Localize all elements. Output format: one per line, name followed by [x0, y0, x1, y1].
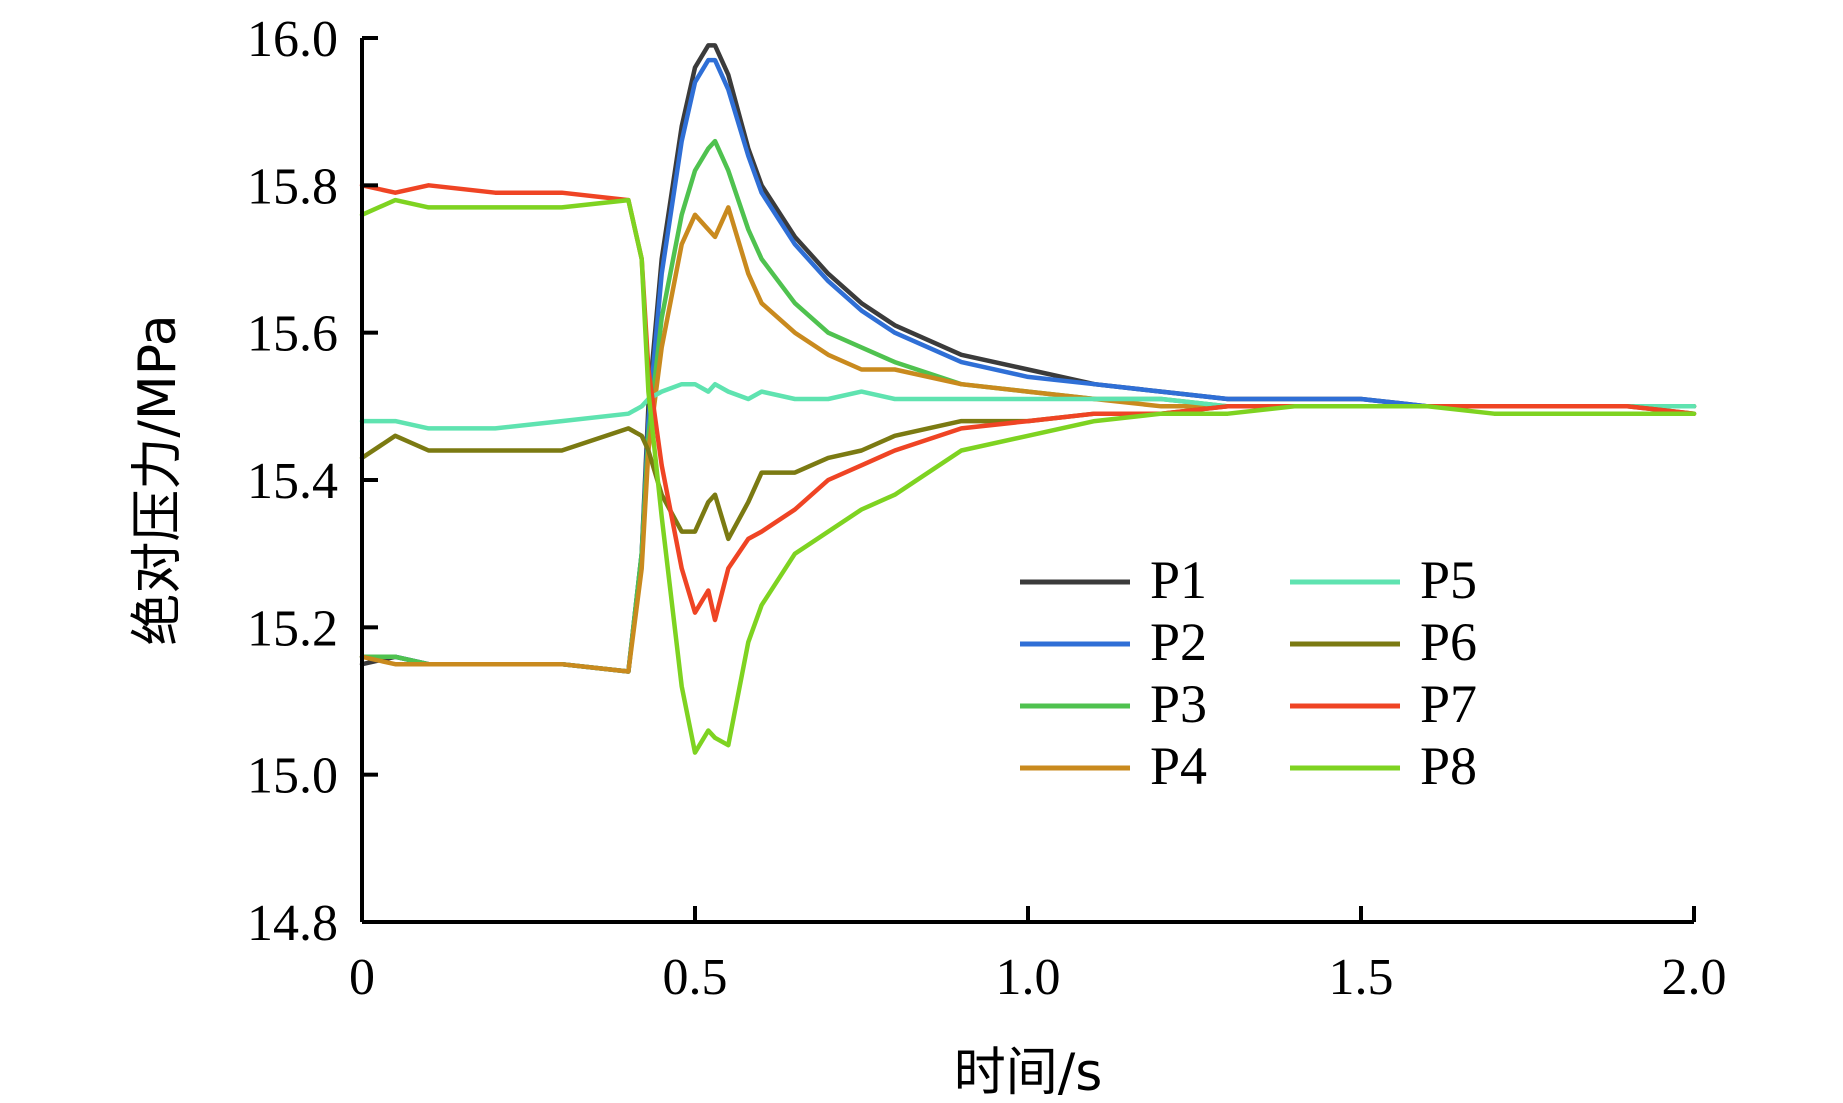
axes-layer	[362, 38, 1694, 922]
legend-label-p2: P2	[1150, 612, 1207, 672]
pressure-chart: 14.8 15.0 15.2 15.4 15.6 15.8 16.0 0 0.5 1.0 1.5 2.…	[0, 0, 1843, 1103]
x-tick-label: 0	[349, 949, 375, 1006]
series-line-p7	[362, 185, 1694, 620]
x-axis-title: 时间/s	[954, 1043, 1103, 1103]
chart-canvas: 14.8 15.0 15.2 15.4 15.6 15.8 16.0 0 0.5 1.0 1.5 2.…	[0, 0, 1843, 1103]
legend-label-p5: P5	[1420, 550, 1477, 610]
y-tick-label: 15.6	[247, 306, 338, 363]
series-line-p4	[362, 207, 1694, 671]
series-line-p8	[362, 200, 1694, 753]
series-layer	[362, 45, 1694, 752]
x-tick-label: 1.5	[1329, 949, 1394, 1006]
y-tick-label: 15.2	[247, 600, 338, 657]
legend-label-p1: P1	[1150, 550, 1207, 610]
series-line-p6	[362, 406, 1694, 539]
x-tick-label: 1.0	[996, 949, 1061, 1006]
legend-label-p4: P4	[1150, 736, 1207, 796]
y-tick-label: 15.4	[247, 453, 338, 510]
legend-label-p7: P7	[1420, 674, 1477, 734]
x-tick-label: 2.0	[1662, 949, 1727, 1006]
legend-label-p6: P6	[1420, 612, 1477, 672]
x-tick-label: 0.5	[663, 949, 728, 1006]
y-tick-label: 16.0	[247, 11, 338, 68]
y-axis-title: 绝对压力/MPa	[128, 314, 188, 645]
legend-label-p8: P8	[1420, 736, 1477, 796]
y-tick-label: 15.0	[247, 748, 338, 805]
series-line-p1	[362, 45, 1694, 671]
legend-label-p3: P3	[1150, 674, 1207, 734]
ticks-layer: 14.8 15.0 15.2 15.4 15.6 15.8 16.0 0 0.5 1.0 1.5 2.…	[247, 11, 1727, 1006]
y-tick-label: 15.8	[247, 158, 338, 215]
y-tick-label: 14.8	[247, 895, 338, 952]
